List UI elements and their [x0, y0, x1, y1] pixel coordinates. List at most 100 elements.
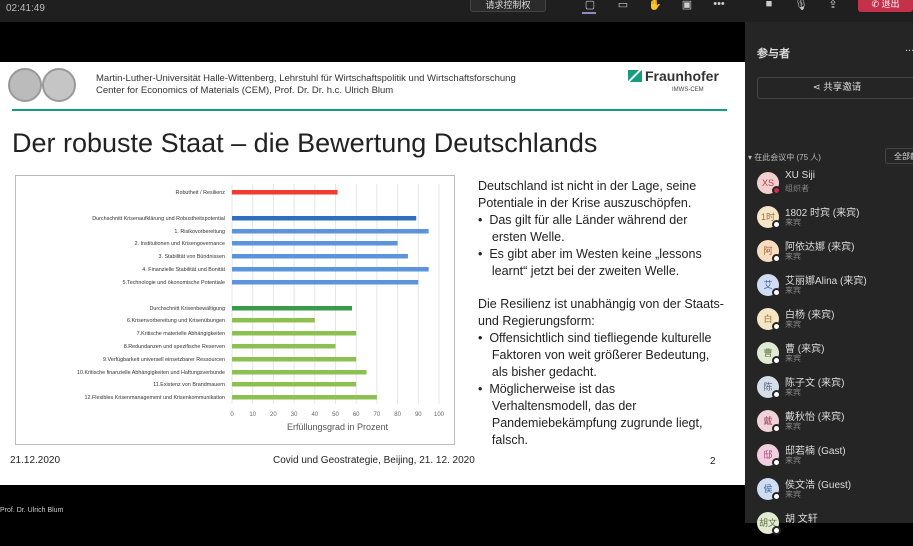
- participant-name: 胡 文轩: [785, 514, 818, 525]
- x-tick-label: 0: [230, 412, 234, 418]
- page-number: 2: [710, 456, 716, 467]
- university-seal-right: [42, 68, 76, 102]
- participant-role: 来宾: [785, 218, 801, 227]
- x-tick-label: 90: [415, 412, 422, 418]
- request-control-button[interactable]: 请求控制权: [470, 0, 546, 12]
- x-tick-label: 20: [270, 412, 277, 418]
- participant-item[interactable]: 1时 1802 时宾 (来宾) 来宾: [757, 206, 913, 240]
- participant-item[interactable]: 侯侯文浩 (Guest) 来宾: [757, 478, 913, 512]
- category-label: Durchschnitt Krisenaufklärung und Robust…: [92, 216, 225, 222]
- share-invite-label: 共享邀请: [823, 82, 862, 93]
- bar: [232, 229, 429, 234]
- chart-svg: 0 10 20 30 40 50 60 70 80 90 100 Robutheit / Resili…: [77, 184, 445, 432]
- panel-more-button[interactable]: ...: [905, 42, 913, 54]
- category-label: 2. Institutionen und Krisengovernance: [134, 241, 225, 247]
- in-meeting-section[interactable]: ▾ 在此会议中 (75 人): [748, 152, 821, 163]
- status-dot: [772, 424, 781, 433]
- text-line: • Es gibt aber im Westen keine „lessons: [478, 247, 702, 261]
- presenter-name: Prof. Dr. Ulrich Blum: [0, 507, 64, 514]
- participant-item[interactable]: 白白杨 (来宾) 来宾: [757, 308, 913, 342]
- fraunhofer-logo: Fraunhofer: [645, 68, 719, 84]
- leave-button[interactable]: ✆ 退出: [858, 0, 913, 12]
- fraunhofer-sub: IMWS-CEM: [672, 87, 704, 93]
- text-line: Deutschland ist nicht in der Lage, seine: [478, 179, 697, 193]
- bar: [232, 318, 315, 323]
- phone-icon: ✆: [871, 0, 882, 9]
- status-dot: [772, 356, 781, 365]
- participant-role: 来宾: [785, 320, 801, 329]
- participant-name: 侯文浩 (Guest): [785, 480, 852, 491]
- participant-item[interactable]: 艾艾丽娜Alina (来宾) 来宾: [757, 274, 913, 308]
- participant-item[interactable]: 胡文胡 文轩: [757, 512, 913, 546]
- category-label: 3. Stabilität von Bündnissen: [158, 254, 225, 260]
- caret-down-icon: ▾: [748, 153, 755, 162]
- bar: [232, 190, 338, 195]
- bar: [232, 267, 429, 272]
- category-label: 8.Redundanzen und spezifische Reserven: [124, 344, 225, 350]
- status-dot: [772, 186, 781, 195]
- text-line: Verhaltensmodell, das der: [478, 399, 637, 413]
- status-dot: [772, 526, 781, 535]
- bar: [232, 370, 367, 375]
- participant-role: 来宾: [785, 422, 801, 431]
- footer-date: 21.12.2020: [10, 455, 61, 466]
- participant-name: 艾丽娜Alina (来宾): [785, 276, 867, 287]
- category-label: 6.Krisenvorbereitung und Krisenübungen: [127, 318, 225, 324]
- category-label: Robutheit / Resilienz: [176, 190, 226, 196]
- category-label: 9.Verfügbarkeit universell einsetzbarer …: [103, 357, 225, 363]
- participant-role: 组织者: [785, 184, 809, 193]
- x-tick-label: 60: [353, 412, 360, 418]
- text-line: und Regierungsform:: [478, 314, 595, 328]
- status-dot: [772, 220, 781, 229]
- category-label: 11.Existenz von Brandmauern: [153, 382, 225, 388]
- bar: [232, 344, 336, 349]
- more-icon[interactable]: •••: [713, 0, 725, 10]
- footer-title: Covid und Geostrategie, Beijing, 21. 12.…: [273, 455, 475, 466]
- participant-role: 来宾: [785, 490, 801, 499]
- participant-item[interactable]: 戴戴秋怡 (来宾) 来宾: [757, 410, 913, 444]
- bar: [232, 280, 419, 285]
- participant-item[interactable]: 阿阿依达娜 (来宾) 来宾: [757, 240, 913, 274]
- x-tick-label: 50: [332, 412, 339, 418]
- status-dot: [772, 390, 781, 399]
- category-label: 10.Kritische finanzielle Abhängigkeiten …: [77, 370, 225, 376]
- raise-hand-icon[interactable]: ✋: [648, 0, 662, 11]
- bar: [232, 357, 357, 362]
- mic-off-icon[interactable]: 🎙: [794, 0, 808, 11]
- active-indicator: [582, 12, 596, 14]
- text-line: Pandemiebekämpfung zugrunde liegt,: [478, 416, 703, 430]
- shared-slide: Martin-Luther-Universität Halle-Wittenbe…: [0, 62, 745, 485]
- bar: [232, 216, 417, 221]
- text-line: falsch.: [478, 433, 529, 447]
- participant-item[interactable]: 曹曹 (来宾) 来宾: [757, 342, 913, 376]
- x-tick-label: 40: [311, 412, 318, 418]
- x-tick-label: 70: [374, 412, 381, 418]
- bar: [232, 306, 353, 311]
- category-label: 1. Risikovorbereitung: [174, 229, 225, 235]
- mute-all-button[interactable]: 全部静音: [885, 148, 913, 164]
- rooms-icon[interactable]: ▣: [681, 0, 693, 11]
- university-seal-left: [8, 68, 42, 102]
- chat-icon[interactable]: ▭: [617, 0, 629, 11]
- share-screen-icon[interactable]: ⇪: [828, 0, 838, 11]
- status-dot: [772, 458, 781, 467]
- slide-title: Der robuste Staat – die Bewertung Deutsc…: [12, 128, 598, 158]
- panel-title: 参与者: [757, 48, 790, 60]
- participant-name: XU Siji: [785, 170, 816, 181]
- participant-name: 曹 (来宾): [785, 344, 825, 355]
- participant-item[interactable]: 陈陈子文 (来宾) 来宾: [757, 376, 913, 410]
- category-label: 12.Flexibles Krisenmanagement und Krisen…: [84, 395, 225, 401]
- share-invite-button[interactable]: ⋖ 共享邀请: [757, 77, 913, 99]
- participant-name: 陈子文 (来宾): [785, 378, 845, 389]
- participant-role: 来宾: [785, 354, 801, 363]
- participant-item[interactable]: XS XU Siji 组织者: [757, 170, 913, 206]
- participant-role: 来宾: [785, 252, 801, 261]
- status-dot: [772, 254, 781, 263]
- category-label: 4. Finanzielle Stabilität und Bonität: [142, 267, 225, 273]
- text-line: • Möglicherweise ist das: [478, 382, 616, 396]
- participant-name: 1802 时宾 (来宾): [785, 208, 860, 219]
- camera-icon[interactable]: ■: [765, 0, 773, 10]
- participants-icon[interactable]: ▢: [584, 0, 596, 11]
- participant-item[interactable]: 邸邸若楠 (Gast) 来宾: [757, 444, 913, 478]
- text-line: learnt“ jetzt bei der zweiten Welle.: [478, 264, 680, 278]
